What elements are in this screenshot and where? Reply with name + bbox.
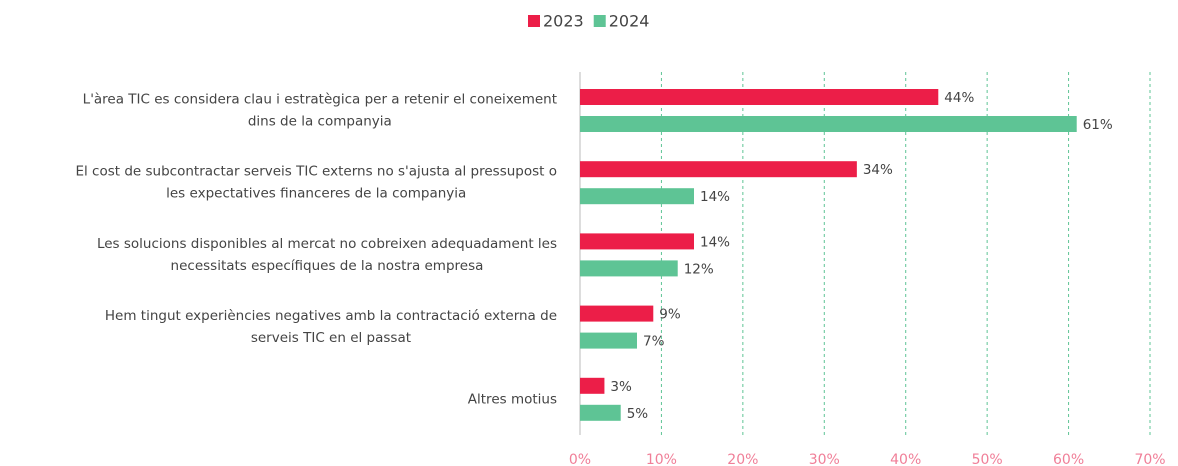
value-label: 7% bbox=[643, 334, 665, 350]
value-label: 44% bbox=[944, 90, 974, 106]
bar bbox=[580, 404, 621, 421]
legend-swatch bbox=[528, 15, 540, 27]
x-tick-label: 30% bbox=[809, 452, 840, 466]
category-label: necessitats específiques de la nostra em… bbox=[171, 258, 484, 274]
bar bbox=[580, 260, 678, 277]
bar bbox=[580, 332, 637, 349]
category-label: dins de la companyia bbox=[248, 114, 392, 130]
value-label: 5% bbox=[627, 406, 649, 422]
value-label: 14% bbox=[700, 189, 730, 205]
category-label: serveis TIC en el passat bbox=[251, 330, 411, 346]
value-label: 12% bbox=[684, 261, 714, 277]
category-label: Hem tingut experiències negatives amb la… bbox=[105, 308, 557, 324]
bar bbox=[580, 116, 1077, 132]
x-tick-label: 0% bbox=[569, 452, 591, 466]
legend-label: 2024 bbox=[609, 12, 650, 31]
x-tick-label: 70% bbox=[1134, 452, 1165, 466]
bar bbox=[580, 89, 939, 105]
bar bbox=[580, 161, 857, 178]
x-tick-label: 60% bbox=[1053, 452, 1084, 466]
bar bbox=[580, 188, 694, 205]
legend-swatch bbox=[593, 15, 606, 27]
bar bbox=[580, 305, 654, 322]
legend-label: 2023 bbox=[543, 12, 584, 31]
x-tick-label: 10% bbox=[646, 452, 677, 466]
category-label: les expectatives financeres de la compan… bbox=[166, 186, 466, 202]
value-label: 14% bbox=[700, 234, 730, 250]
x-tick-label: 40% bbox=[890, 452, 921, 466]
value-label: 9% bbox=[659, 307, 681, 323]
bar bbox=[580, 233, 694, 250]
category-label: El cost de subcontractar serveis TIC ext… bbox=[75, 164, 557, 180]
category-label: L'àrea TIC es considera clau i estratègi… bbox=[83, 92, 557, 108]
x-tick-label: 50% bbox=[972, 452, 1003, 466]
bar bbox=[580, 377, 605, 394]
x-tick-label: 20% bbox=[727, 452, 758, 466]
value-label: 3% bbox=[610, 379, 632, 395]
value-label: 34% bbox=[863, 162, 893, 178]
category-label: Les solucions disponibles al mercat no c… bbox=[97, 236, 557, 252]
category-label: Altres motius bbox=[468, 391, 557, 407]
value-label: 61% bbox=[1083, 117, 1113, 133]
